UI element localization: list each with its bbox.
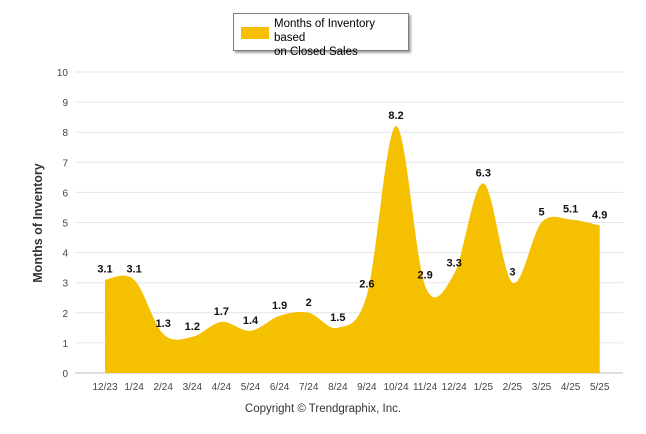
y-tick-label: 5	[62, 219, 68, 230]
y-tick-label: 4	[62, 249, 68, 260]
x-tick-label: 3/24	[183, 382, 203, 393]
y-tick-labels: 0 1 2 3 4 5 6 7 8 9 10	[57, 68, 69, 380]
legend-line-2: on Closed Sales	[274, 46, 358, 58]
y-tick-label: 6	[62, 188, 68, 199]
x-tick-labels: 12/23 1/24 2/24 3/24 4/24 5/24 6/24 7/24 8/24 9/2…	[92, 382, 609, 393]
x-tick-label: 1/24	[124, 382, 144, 393]
data-label: 8.2	[388, 110, 403, 122]
area-fill	[105, 126, 600, 373]
legend: Months of Inventory based on Closed Sale…	[233, 13, 409, 58]
data-label: 5.1	[563, 203, 578, 215]
y-tick-label: 0	[62, 369, 68, 380]
x-tick-label: 8/24	[328, 382, 348, 393]
x-tick-label: 7/24	[299, 382, 319, 393]
y-tick-label: 10	[57, 68, 69, 79]
data-label: 1.4	[243, 315, 259, 327]
data-label: 6.3	[476, 167, 491, 179]
data-label: 3.3	[447, 258, 462, 270]
x-tick-label: 5/25	[590, 382, 610, 393]
y-tick-label: 3	[62, 279, 68, 290]
x-tick-label: 1/25	[474, 382, 494, 393]
legend-swatch	[241, 27, 269, 39]
y-tick-label: 8	[62, 128, 68, 139]
data-label: 1.5	[330, 312, 345, 324]
data-label: 1.7	[214, 306, 229, 318]
x-tick-label: 11/24	[413, 382, 438, 393]
data-label: 1.2	[185, 321, 200, 333]
x-tick-label: 4/24	[212, 382, 232, 393]
x-tick-label: 2/24	[153, 382, 173, 393]
x-tick-label: 9/24	[357, 382, 377, 393]
x-tick-label: 12/23	[92, 382, 117, 393]
data-label: 5	[538, 207, 544, 219]
data-label: 2.9	[417, 270, 432, 282]
data-label: 1.9	[272, 300, 287, 312]
x-tick-label: 4/25	[561, 382, 581, 393]
y-tick-label: 2	[62, 309, 68, 320]
x-tick-label: 3/25	[532, 382, 552, 393]
data-label: 1.3	[156, 318, 171, 330]
y-axis-label: Months of Inventory	[31, 163, 45, 283]
data-labels: 3.1 3.1 1.3 1.2 1.7 1.4 1.9 2 1.5 2.6 8.2 2.9 3.3 6.3…	[97, 110, 607, 333]
y-tick-label: 9	[62, 98, 68, 109]
x-tick-label: 6/24	[270, 382, 290, 393]
legend-text: Months of Inventory based on Closed Sale…	[274, 17, 408, 59]
data-label: 4.9	[592, 210, 607, 222]
x-tick-label: 10/24	[383, 382, 408, 393]
data-label: 3	[509, 267, 515, 279]
y-tick-label: 7	[62, 158, 68, 169]
x-tick-label: 2/25	[503, 382, 523, 393]
data-label: 2.6	[359, 279, 374, 291]
data-label: 2	[306, 297, 312, 309]
y-tick-label: 1	[62, 339, 68, 350]
area-series	[105, 126, 600, 373]
data-label: 3.1	[97, 264, 112, 276]
x-tick-label: 12/24	[442, 382, 467, 393]
x-tick-label: 5/24	[241, 382, 261, 393]
copyright-text: Copyright © Trendgraphix, Inc.	[244, 403, 402, 415]
data-label: 3.1	[126, 264, 141, 276]
legend-line-1: Months of Inventory based	[274, 18, 375, 44]
